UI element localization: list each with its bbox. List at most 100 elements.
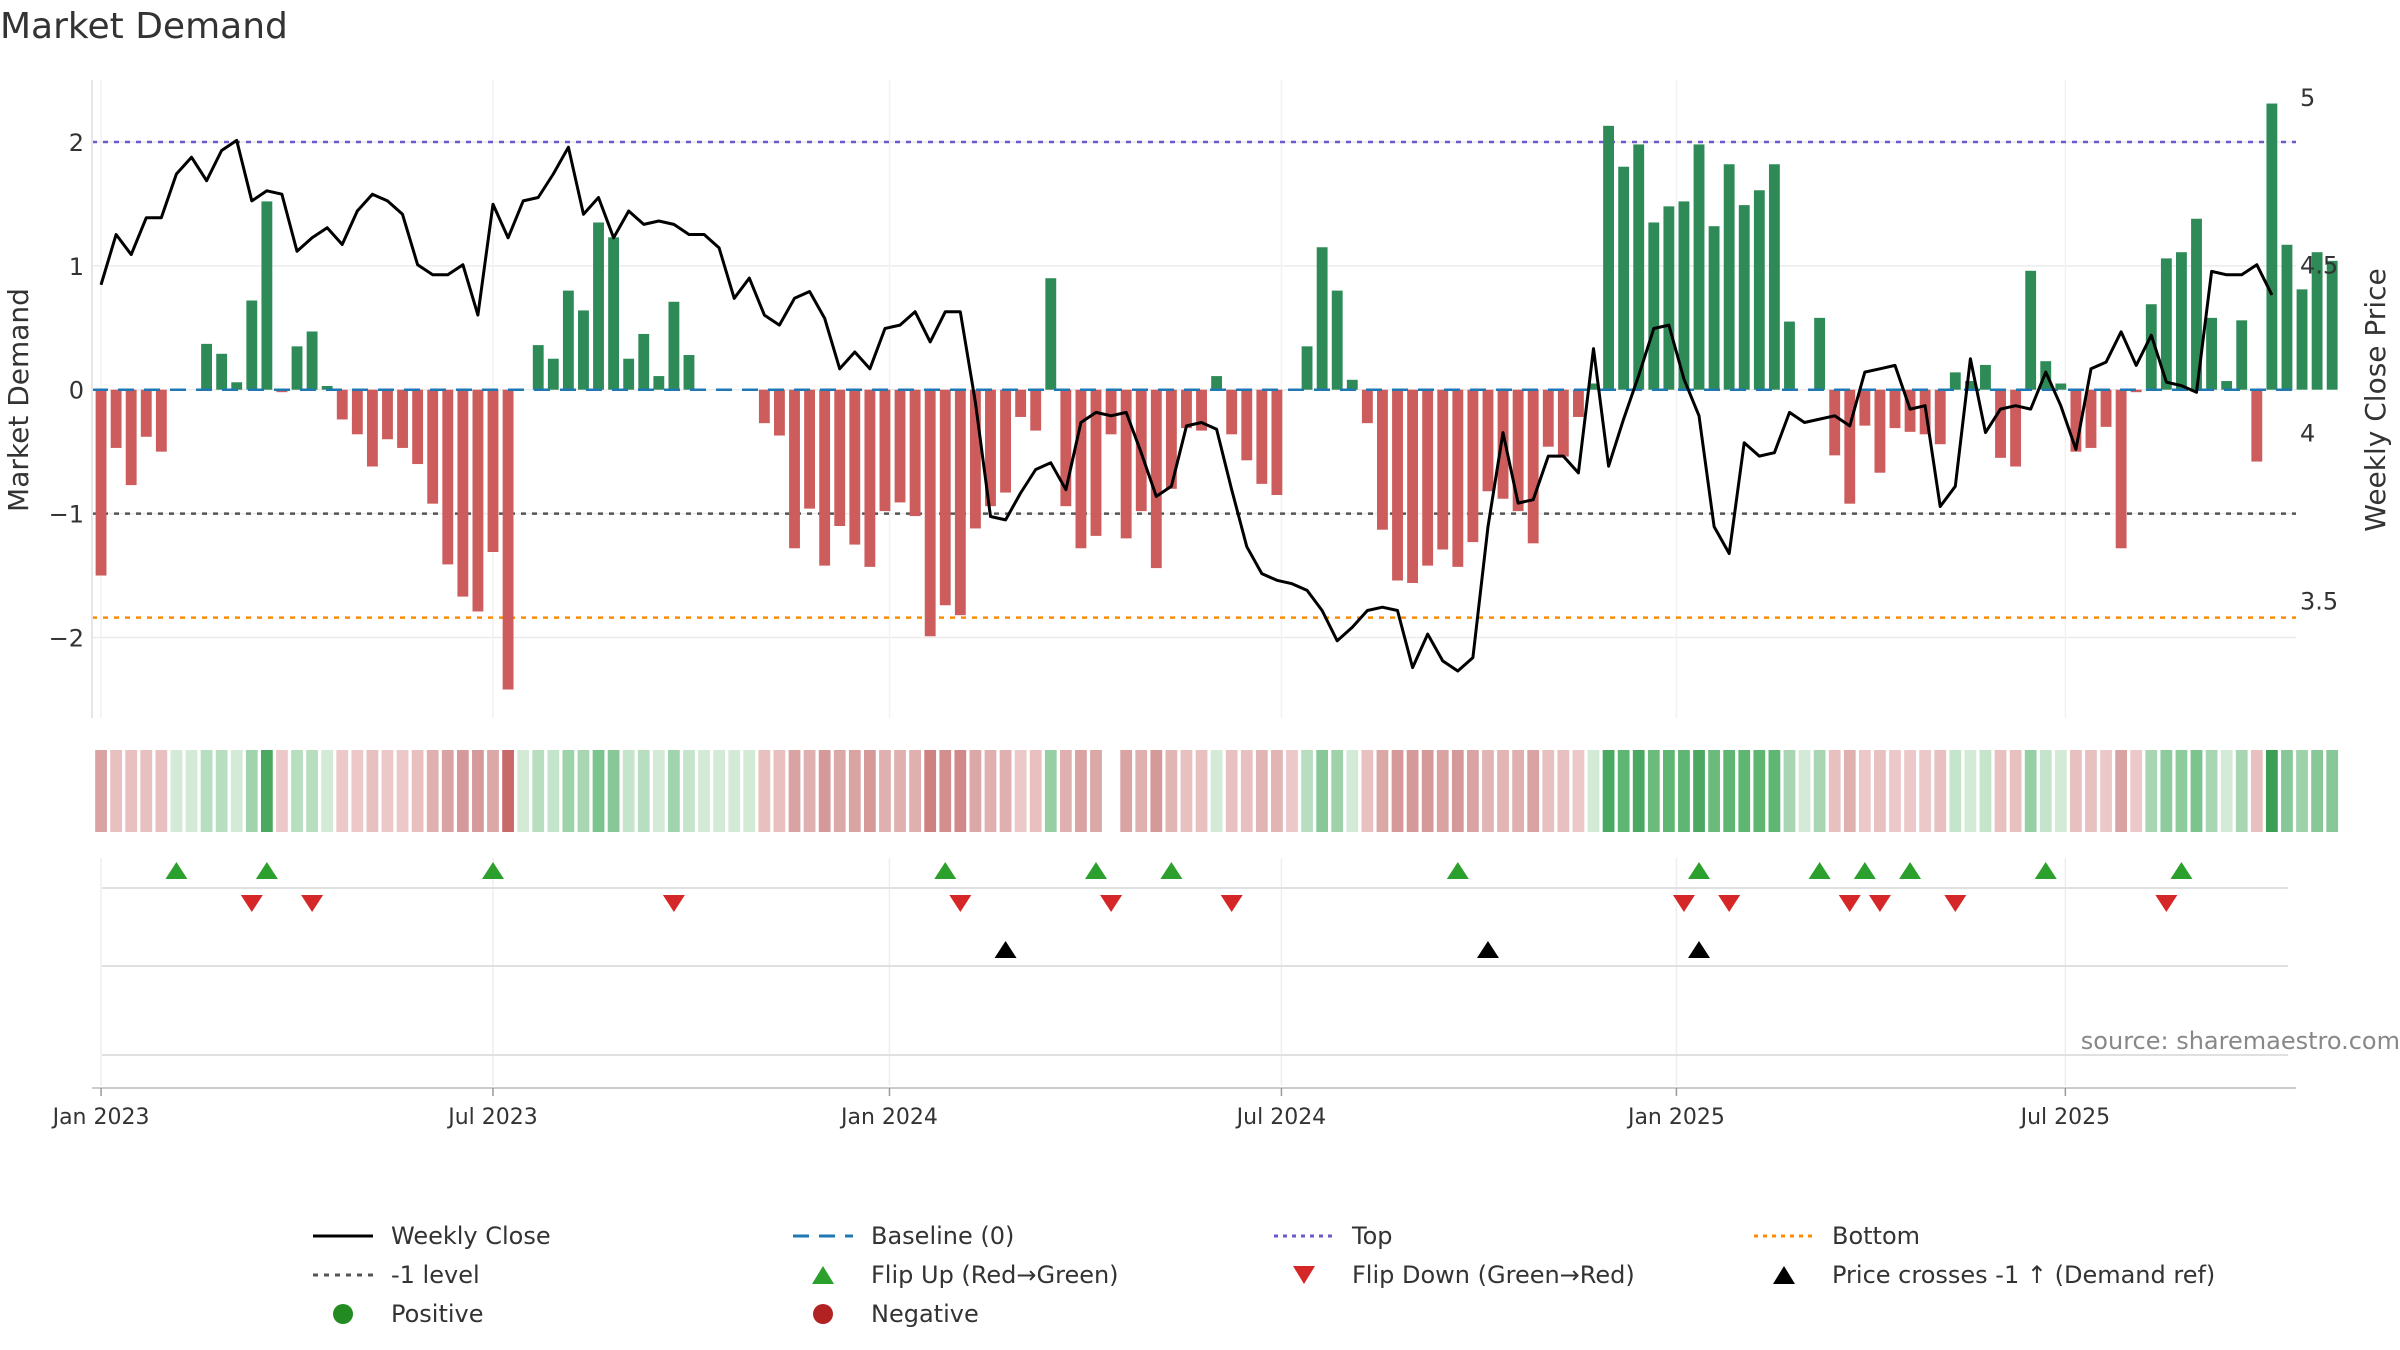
demand-bar-positive (623, 358, 635, 390)
flip-down-marker (1220, 895, 1243, 912)
strip-cell (411, 750, 424, 832)
strip-cell (472, 750, 484, 832)
flip-down-marker (1838, 895, 1861, 912)
demand-bar-negative (457, 389, 469, 597)
strip-cell (170, 750, 183, 832)
demand-bar-positive (2191, 218, 2202, 390)
strip-cell (1798, 750, 1811, 832)
cross-up-marker (1688, 941, 1711, 958)
strip-cell (2024, 750, 2037, 832)
left-tick-label: −2 (49, 624, 84, 652)
strip-cell (1180, 750, 1193, 832)
demand-bar-negative (1844, 389, 1856, 504)
strip-cell (698, 750, 710, 832)
demand-bar-positive (321, 385, 333, 390)
demand-bar-negative (864, 389, 876, 567)
strip-cell (577, 750, 590, 832)
x-tick-label: Jul 2024 (1235, 1105, 1327, 1130)
demand-bar-negative (1150, 389, 1162, 569)
strip-cell (773, 750, 786, 832)
demand-bar-negative (1497, 389, 1509, 499)
flip-up-marker (1085, 862, 1108, 879)
strip-cell (1919, 750, 1932, 832)
strip-cell (260, 750, 273, 832)
demand-bar-negative (1090, 389, 1102, 536)
right-tick-label: 4 (2300, 420, 2315, 448)
demand-bar-negative (1075, 389, 1087, 549)
demand-bar-negative (834, 389, 846, 526)
demand-bar-positive (1663, 206, 1675, 390)
flip-up-marker (1446, 862, 1469, 879)
demand-bar-negative (1829, 389, 1841, 456)
flip-up-marker (2170, 862, 2193, 879)
demand-bar-positive (1693, 144, 1705, 390)
strip-cell (1843, 750, 1856, 832)
strip-cell (1858, 750, 1871, 832)
demand-bar-positive (2311, 252, 2323, 390)
demand-bar-positive (2055, 383, 2067, 390)
strip-cell (1120, 750, 1133, 832)
strip-cell (1602, 750, 1615, 832)
demand-bar-negative (2100, 389, 2112, 427)
strip-cell (1301, 750, 1313, 832)
strip-cell (2100, 750, 2112, 832)
strip-cell (969, 750, 982, 832)
demand-bar-negative (1030, 389, 1042, 431)
demand-bar-negative (1452, 389, 1464, 567)
strip-cell (1497, 750, 1509, 832)
strip-cell (668, 750, 680, 832)
right-axis-ticks: 5 4.5 4 3.5 (2300, 84, 2338, 616)
flip-up-marker (165, 862, 188, 879)
demand-bar-positive (261, 201, 273, 390)
demand-bar-negative (1995, 389, 2006, 458)
demand-bar-positive (2145, 304, 2157, 390)
strip-cell (1964, 750, 1977, 832)
demand-bar-negative (1105, 389, 1117, 435)
demand-bar-negative (110, 389, 122, 448)
left-axis-label: Market Demand (2, 288, 35, 512)
demand-bar-negative (758, 389, 770, 424)
strip-cell (1482, 750, 1494, 832)
demand-bar-negative (1120, 389, 1132, 539)
strip-cell (1904, 750, 1916, 832)
demand-bar-positive (1708, 226, 1720, 390)
strip-cell (1150, 750, 1163, 832)
strip-cell (2326, 750, 2339, 832)
strip-cell (818, 750, 831, 832)
demand-bar-negative (2010, 389, 2022, 467)
weekly-close-line (99, 138, 2274, 673)
strip-cell (1632, 750, 1645, 832)
flip-down-marker (1672, 895, 1695, 912)
strip-cell (1451, 750, 1464, 832)
demand-bar-negative (879, 389, 891, 512)
strip-cell (939, 750, 952, 832)
demand-bar-positive (1316, 247, 1328, 390)
flip-up-marker (934, 862, 957, 879)
demand-bar-negative (366, 389, 378, 467)
strip-cell (894, 750, 906, 832)
strip-cell (547, 750, 560, 832)
demand-bar-positive (1633, 144, 1645, 390)
strip-cell (532, 750, 545, 832)
reference-lines (92, 140, 2296, 619)
strip-cell (1949, 750, 1962, 832)
strip-cell (607, 750, 620, 832)
demand-bar-negative (1000, 389, 1011, 493)
demand-bar-negative (939, 389, 951, 606)
x-tick-label: Jan 2023 (51, 1105, 150, 1130)
flip-down-markers (240, 895, 2178, 912)
strip-cell (366, 750, 379, 832)
flip-up-marker (1160, 862, 1183, 879)
demand-bar-positive (246, 300, 258, 390)
strip-cell (2175, 750, 2188, 832)
strip-cell (185, 750, 198, 832)
demand-bar-negative (954, 389, 966, 616)
strip-cell (1346, 750, 1359, 832)
demand-bar-positive (1588, 383, 1599, 390)
demand-bar-positive (291, 346, 303, 390)
demand-bar-negative (1422, 389, 1434, 566)
strip-cell (306, 750, 318, 832)
flip-up-marker (255, 862, 278, 879)
flip-down-marker (1868, 895, 1891, 912)
